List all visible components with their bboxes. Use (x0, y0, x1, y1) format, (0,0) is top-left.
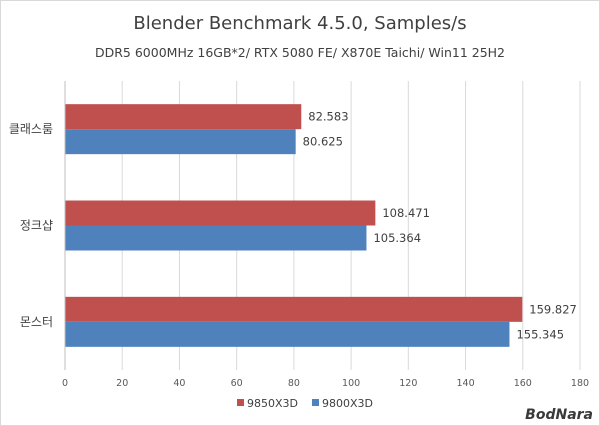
x-tick-label: 120 (399, 378, 417, 389)
value-axis: 0 20 40 60 80 100 120 140 160 180 (62, 378, 589, 389)
legend-swatch (237, 399, 244, 406)
data-label: 105.364 (373, 231, 421, 245)
legend: 9850X3D 9800X3D (237, 397, 373, 410)
x-tick-label: 160 (514, 378, 532, 389)
legend-swatch (312, 399, 319, 406)
x-tick-label: 40 (173, 378, 185, 389)
x-tick-label: 0 (62, 378, 68, 389)
category-label: 몬스터 (20, 315, 53, 329)
x-tick-label: 180 (571, 378, 589, 389)
bar-9850x3d (65, 296, 523, 322)
x-tick-label: 20 (116, 378, 128, 389)
chart-title: Blender Benchmark 4.5.0, Samples/s (133, 13, 466, 34)
data-label: 108.471 (382, 206, 430, 220)
bar-9800x3d (65, 225, 367, 251)
data-label: 82.583 (308, 110, 348, 124)
data-labels: 82.583 80.625 108.471 105.364 159.827 155.345 (303, 110, 577, 342)
legend-label: 9850X3D (247, 397, 298, 410)
bars (65, 104, 523, 347)
watermark-text: BodNara (525, 407, 593, 423)
bar-9800x3d (65, 129, 296, 155)
x-tick-label: 60 (231, 378, 243, 389)
x-tick-label: 100 (342, 378, 360, 389)
category-label: 클래스룸 (9, 122, 53, 136)
legend-label: 9800X3D (322, 397, 373, 410)
bar-9850x3d (65, 104, 302, 130)
data-label: 159.827 (529, 302, 577, 316)
bar-9800x3d (65, 321, 510, 347)
x-tick-label: 80 (288, 378, 300, 389)
bodnara-watermark-logo: BodNara (525, 407, 593, 423)
x-tick-label: 140 (456, 378, 474, 389)
chart-subtitle: DDR5 6000MHz 16GB*2/ RTX 5080 FE/ X870E … (95, 45, 505, 60)
category-label: 정크샵 (20, 219, 53, 233)
bar-9850x3d (65, 200, 376, 226)
data-label: 155.345 (516, 327, 564, 341)
data-label: 80.625 (303, 135, 343, 149)
